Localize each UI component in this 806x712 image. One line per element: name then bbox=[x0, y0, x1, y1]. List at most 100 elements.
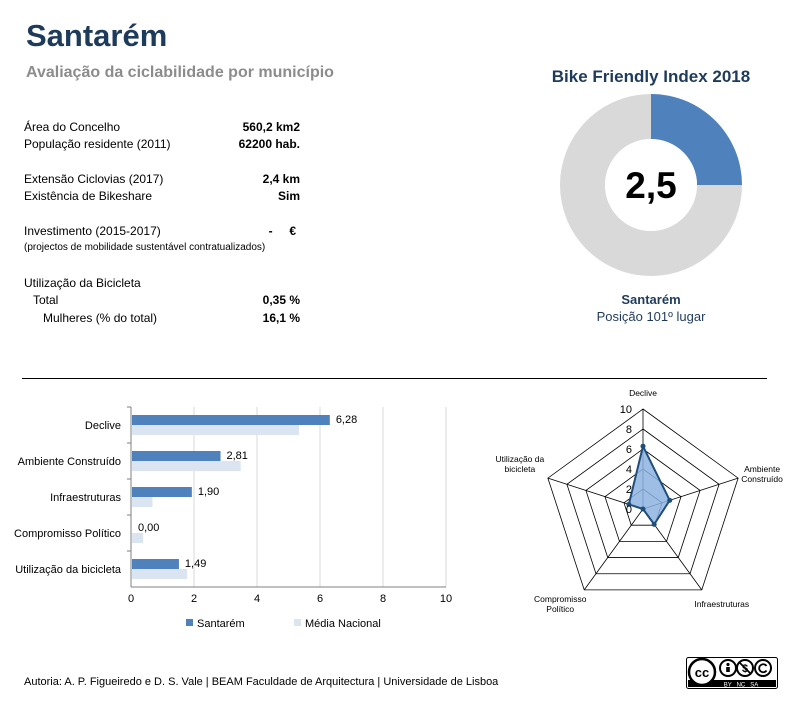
cc-sa-icon bbox=[754, 659, 772, 677]
radar-data-point bbox=[667, 497, 673, 503]
bikeshare-label: Existência de Bikeshare bbox=[24, 189, 153, 203]
bar-category-label: Ambiente Construído bbox=[18, 456, 121, 468]
bar-x-tick-label: 4 bbox=[254, 593, 260, 605]
radar-grid-ring bbox=[566, 428, 720, 575]
cc-nc-slash-icon bbox=[738, 661, 752, 675]
legend-swatch-media-nacional bbox=[294, 619, 301, 626]
info-row-area: Área do Concelho 560,2 km2 bbox=[24, 120, 300, 136]
radar-tick-label: 2 bbox=[626, 484, 632, 496]
cycleways-value: 2,4 km bbox=[262, 172, 300, 186]
radar-tick-label: 6 bbox=[626, 444, 632, 456]
bar-data-label: 1,49 bbox=[185, 558, 206, 570]
radar-data-point bbox=[651, 521, 657, 527]
cc-by-head-icon bbox=[726, 662, 730, 667]
cc-by-body-icon bbox=[726, 667, 730, 672]
info-row-usage: Utilização da Bicicleta bbox=[24, 276, 300, 292]
info-row-investment: Investimento (2015-2017) - € bbox=[24, 224, 296, 240]
bar-category-label: Declive bbox=[85, 420, 121, 432]
footer-credits: Autoria: A. P. Figueiredo e D. S. Vale |… bbox=[24, 676, 499, 688]
usage-label: Utilização da Bicicleta bbox=[24, 276, 141, 290]
radar-axis-label: Infraestruturas bbox=[694, 599, 749, 609]
radar-axis-label: bicicleta bbox=[505, 464, 536, 474]
bar-media-nacional bbox=[132, 425, 299, 435]
radar-tick-label: 4 bbox=[626, 464, 632, 476]
usage-total-label: Total bbox=[33, 293, 59, 307]
radar-grid-ring bbox=[547, 408, 739, 591]
legend-label-media-nacional: Média Nacional bbox=[305, 618, 381, 630]
cc-badge-strip bbox=[688, 680, 776, 687]
radar-axis-label: Político bbox=[546, 604, 574, 614]
bar-data-label: 1,90 bbox=[198, 486, 219, 498]
cc-license-badge[interactable]: cc $ BY NC SA bbox=[686, 657, 778, 689]
section-divider bbox=[22, 378, 767, 379]
bar-x-tick-label: 8 bbox=[380, 593, 386, 605]
cc-badge-sub: BY NC SA bbox=[724, 682, 759, 688]
bar-category-label: Infraestruturas bbox=[50, 492, 121, 504]
population-value: 62200 hab. bbox=[238, 137, 300, 151]
bike-index-city: Santarém bbox=[621, 292, 681, 307]
bar-x-tick-label: 0 bbox=[128, 593, 134, 605]
page-title: Santarém bbox=[26, 18, 168, 53]
usage-women-value: 16,1 % bbox=[262, 311, 300, 325]
info-row-usage-women: Mulheres (% do total) 16,1 % bbox=[24, 311, 300, 327]
bar-category-label: Utilização da bicicleta bbox=[15, 564, 122, 576]
cycleways-label: Extensão Ciclovias (2017) bbox=[24, 172, 164, 186]
bike-index-title: Bike Friendly Index 2018 bbox=[551, 67, 751, 86]
radar-grid-ring bbox=[585, 448, 701, 558]
radar-axis-label: Construído bbox=[741, 474, 783, 484]
bar-x-tick-label: 2 bbox=[191, 593, 197, 605]
bar-santarem bbox=[132, 451, 221, 461]
radar-axis-label: Utilização da bbox=[496, 454, 545, 464]
bar-santarem bbox=[132, 415, 330, 425]
area-label: Área do Concelho bbox=[24, 120, 121, 134]
population-label: População residente (2011) bbox=[24, 137, 171, 151]
bar-data-label: 2,81 bbox=[227, 450, 248, 462]
indicator-bar-chart: 0 2 4 6 8 10 Declive 6,28 Ambiente Construído 2,8… bbox=[14, 406, 452, 630]
bikeshare-value: Sim bbox=[277, 189, 300, 203]
investment-label: Investimento (2015-2017) bbox=[24, 224, 161, 238]
bar-x-tick-label: 10 bbox=[440, 593, 452, 605]
radar-grid-ring bbox=[604, 468, 682, 542]
radar-axis-label: Compromisso bbox=[534, 594, 587, 604]
radar-tick-label: 10 bbox=[620, 404, 632, 416]
cc-sa-arrow-icon bbox=[758, 663, 768, 674]
radar-axis-label: Ambiente bbox=[744, 464, 780, 474]
bar-media-nacional bbox=[132, 461, 241, 471]
bike-index-position: Posição 101º lugar bbox=[596, 309, 706, 324]
info-row-bikeshare: Existência de Bikeshare Sim bbox=[24, 189, 300, 205]
usage-total-value: 0,35 % bbox=[262, 293, 300, 307]
radar-spoke bbox=[583, 508, 644, 591]
radar-tick-label: 0 bbox=[626, 504, 632, 516]
bike-index-score: 2,5 bbox=[625, 165, 677, 206]
info-row-cycleways: Extensão Ciclovias (2017) 2,4 km bbox=[24, 172, 300, 188]
info-row-usage-total: Total 0,35 % bbox=[24, 293, 300, 309]
cc-logo-icon bbox=[687, 657, 717, 687]
radar-axis-label: Declive bbox=[629, 388, 657, 398]
radar-data-point bbox=[640, 506, 646, 512]
bar-media-nacional bbox=[132, 533, 144, 543]
bar-media-nacional bbox=[132, 497, 153, 507]
bar-media-nacional bbox=[132, 569, 188, 579]
radar-tick-label: 8 bbox=[626, 424, 632, 436]
bar-x-tick-label: 6 bbox=[317, 593, 323, 605]
donut-score-segment bbox=[651, 94, 742, 185]
bar-category-label: Compromisso Político bbox=[14, 528, 121, 540]
donut-hole bbox=[605, 139, 697, 231]
bar-santarem bbox=[132, 487, 192, 497]
radar-data-point bbox=[640, 443, 646, 449]
area-value: 560,2 km2 bbox=[242, 120, 300, 134]
bike-index-donut bbox=[560, 94, 742, 276]
bar-data-label: 0,00 bbox=[138, 522, 159, 534]
bar-data-label: 6,28 bbox=[336, 414, 357, 426]
usage-women-label: Mulheres (% do total) bbox=[43, 311, 158, 325]
radar-data-point bbox=[626, 501, 632, 507]
investment-value: - € bbox=[268, 224, 296, 238]
info-row-population: População residente (2011) 62200 hab. bbox=[24, 137, 300, 153]
legend-swatch-santarem bbox=[186, 619, 193, 626]
bar-santarem bbox=[132, 559, 179, 569]
cc-logo-text: cc bbox=[695, 665, 709, 680]
page-subtitle: Avaliação da ciclabilidade por município bbox=[26, 64, 334, 81]
investment-note: (projectos de mobilidade sustentável con… bbox=[24, 242, 266, 253]
radar-data-area bbox=[627, 443, 671, 527]
